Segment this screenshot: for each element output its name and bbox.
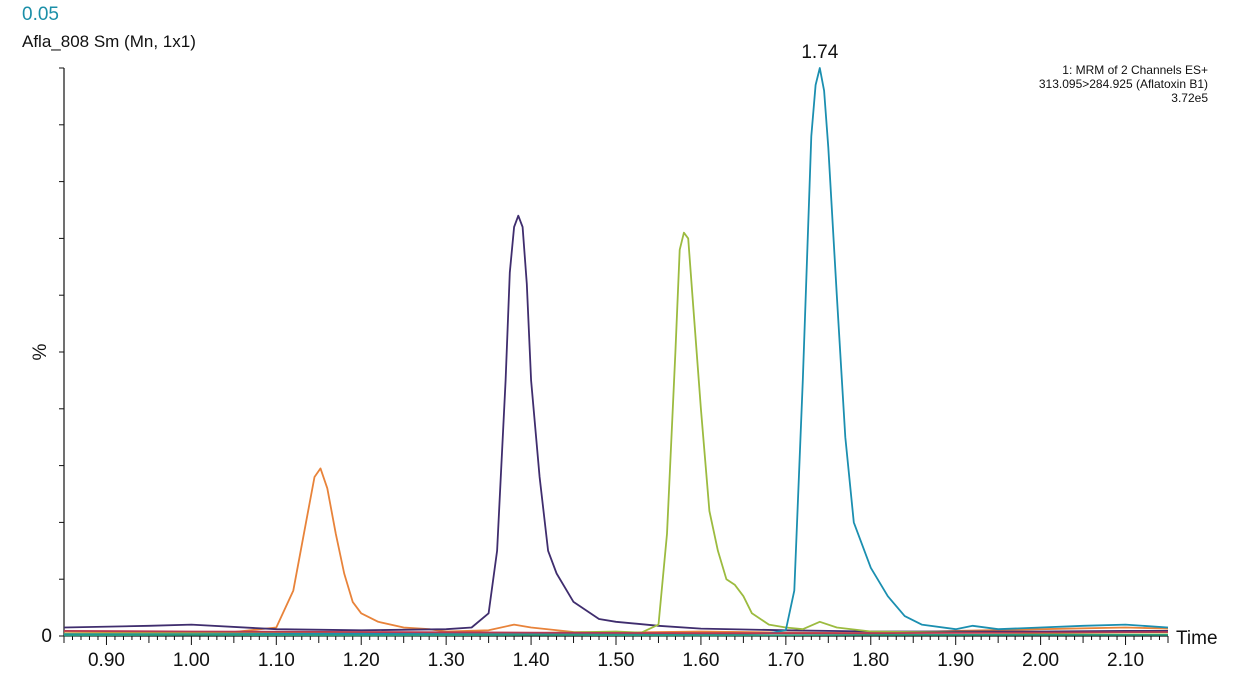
y-tick-label: 0 xyxy=(41,626,52,647)
magnification-value: 0.05 xyxy=(22,4,59,25)
x-tick-label: 1.80 xyxy=(852,650,889,671)
series-line xyxy=(63,630,1169,635)
series-line xyxy=(63,634,1168,637)
series-line xyxy=(63,467,1169,635)
peak-label: 1.74 xyxy=(801,42,838,63)
x-tick-label: 0.90 xyxy=(88,650,125,671)
series-line xyxy=(63,214,1168,633)
trace-info: 1: MRM of 2 Channels ES+ 313.095>284.925… xyxy=(1039,63,1208,105)
x-tick-label: 1.60 xyxy=(682,650,719,671)
sample-name: Afla_808 Sm (Mn, 1x1) xyxy=(22,32,196,51)
x-tick-label: 1.00 xyxy=(173,650,210,671)
trace-info-line-2: 313.095>284.925 (Aflatoxin B1) xyxy=(1038,77,1208,91)
x-tick-label: 1.40 xyxy=(513,650,550,671)
trace-info-line-1: 1: MRM of 2 Channels ES+ xyxy=(1062,63,1208,77)
x-tick-label: 1.90 xyxy=(937,650,974,671)
x-tick-label: 1.50 xyxy=(598,650,635,671)
trace-info-line-3: 3.72e5 xyxy=(1171,91,1208,105)
x-axis-label: Time xyxy=(1176,628,1218,649)
series-line xyxy=(63,231,1168,635)
x-tick-label: 1.70 xyxy=(767,650,804,671)
x-tick-label: 1.30 xyxy=(428,650,465,671)
x-tick-label: 2.00 xyxy=(1022,650,1059,671)
y-axis-label: % xyxy=(30,343,51,360)
x-tick-label: 2.10 xyxy=(1107,650,1144,671)
x-tick-label: 1.20 xyxy=(343,650,380,671)
series-line xyxy=(64,67,1169,636)
x-tick-label: 1.10 xyxy=(258,650,295,671)
